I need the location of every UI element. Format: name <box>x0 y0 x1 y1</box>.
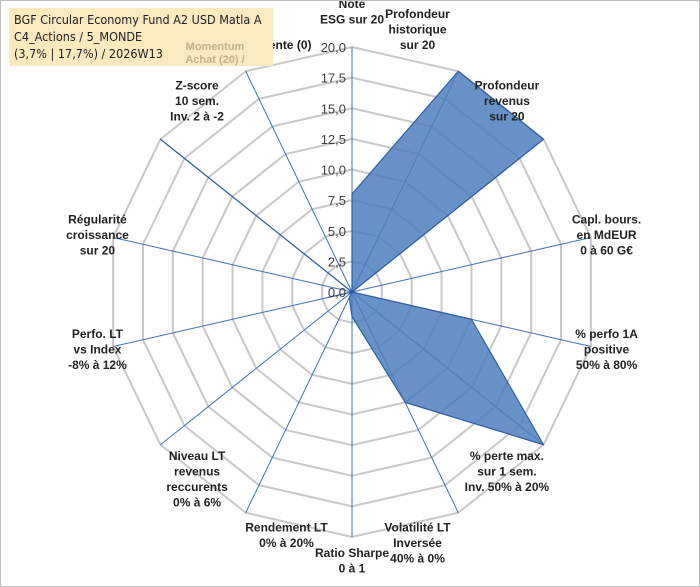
axis-label-12-line-1: 10 sem. <box>175 94 219 108</box>
tick-label-2: 5,0 <box>328 224 346 239</box>
momentum-line-2: Achat (20) / <box>185 54 245 66</box>
axis-label-0-line-1: ESG sur 20 <box>320 13 384 27</box>
axis-label-10: Perfo. LT vs Index -8% à 12% <box>68 327 127 372</box>
axis-label-9-line-1: revenus <box>174 465 220 479</box>
axis-label-11-line-1: croissance <box>66 228 129 242</box>
axis-label-5: % perte max. sur 1 sem. Inv. 50% à 20% <box>465 449 550 494</box>
axis-label-3-line-2: 0 à 60 G€ <box>580 244 633 258</box>
axis-label-12-line-0: Z-score <box>175 78 219 92</box>
axis-label-4-line-0: % perfo 1A <box>575 327 638 341</box>
axis-label-11: Régularité croissance sur 20 <box>66 213 129 258</box>
axis-label-6-line-2: 40% à 0% <box>390 552 445 566</box>
axis-label-5-line-0: % perte max. <box>470 449 544 463</box>
tick-label-1: 2,5 <box>328 254 346 269</box>
axis-label-13-line-0: Vente (0) <box>261 38 311 52</box>
axis-label-1: Profondeur historique sur 20 <box>385 7 450 52</box>
axis-label-6-line-1: Inversée <box>393 536 442 550</box>
axis-label-13: Vente (0) <box>261 38 311 52</box>
axis-label-4: % perfo 1A positive 50% à 80% <box>575 327 638 372</box>
momentum-line-1: Momentum <box>185 41 245 53</box>
axis-label-12: Z-score 10 sem. Inv. 2 à -2 <box>170 78 224 123</box>
axis-label-3: Capl. bours. en MdEUR 0 à 60 G€ <box>572 213 641 258</box>
axis-spoke-11 <box>113 236 353 293</box>
axis-label-7: Ratio Sharpe 0 à 1 <box>315 546 389 576</box>
axis-label-9-line-3: 0% à 6% <box>173 496 221 510</box>
axis-label-11-line-2: sur 20 <box>80 244 116 258</box>
axis-label-9-line-0: Niveau LT <box>169 449 226 463</box>
axis-label-8-line-0: Rendement LT <box>245 521 328 535</box>
axis-label-9: Niveau LT revenus reccurents 0% à 6% <box>166 449 228 510</box>
tick-label-8: 20,0 <box>321 40 346 55</box>
axis-label-2-line-2: sur 20 <box>489 109 525 123</box>
fund-performance-week: (3,7% | 17,7%) / 2026W13 <box>14 46 163 61</box>
tick-label-6: 15,0 <box>321 101 346 116</box>
chart-title-box: BGF Circular Economy Fund A2 USD Matla A… <box>9 8 273 66</box>
axis-spoke-9 <box>160 291 353 446</box>
tick-label-5: 12,5 <box>321 132 346 147</box>
axis-label-4-line-1: positive <box>584 342 630 356</box>
axis-label-6: Volatilité LT Inversée 40% à 0% <box>384 521 451 566</box>
axis-label-10-line-1: vs Index <box>73 342 121 356</box>
axis-spoke-3 <box>351 236 591 293</box>
axis-spoke-8 <box>245 291 353 513</box>
axis-label-2-line-0: Profondeur <box>475 78 540 92</box>
axis-label-7-line-1: 0 à 1 <box>339 562 366 576</box>
axis-label-0: Note ESG sur 20 <box>320 1 384 27</box>
axis-label-4-line-2: 50% à 80% <box>576 358 638 372</box>
axis-label-5-line-2: Inv. 50% à 20% <box>465 480 550 494</box>
axis-label-9-line-2: reccurents <box>166 480 228 494</box>
tick-label-3: 7,5 <box>328 193 346 208</box>
axis-label-11-line-0: Régularité <box>68 213 127 227</box>
axis-label-7-line-0: Ratio Sharpe <box>315 546 389 560</box>
axis-label-8: Rendement LT 0% à 20% <box>245 521 328 551</box>
axis-label-3-line-1: en MdEUR <box>577 228 637 242</box>
axis-label-12-line-2: Inv. 2 à -2 <box>170 109 224 123</box>
axis-label-3-line-0: Capl. bours. <box>572 213 641 227</box>
axis-label-6-line-0: Volatilité LT <box>384 521 451 535</box>
axis-label-10-line-0: Perfo. LT <box>72 327 124 341</box>
radar-tick-labels: 0,0 2,5 5,0 7,5 10,0 12,5 15,0 17,5 20,0 <box>321 40 346 300</box>
axis-label-1-line-1: historique <box>389 22 447 36</box>
series-area <box>159 70 545 446</box>
axis-label-5-line-1: sur 1 sem. <box>477 465 536 479</box>
axis-label-1-line-2: sur 20 <box>400 38 436 52</box>
axis-label-10-line-2: -8% à 12% <box>68 358 127 372</box>
tick-label-0: 0,0 <box>328 285 346 300</box>
momentum-label: Momentum Achat (20) / <box>167 41 263 67</box>
axis-label-1-line-0: Profondeur <box>385 7 450 21</box>
tick-label-7: 17,5 <box>321 71 346 86</box>
radar-axis-labels: Note ESG sur 20 Profondeur historique sur 20… <box>66 1 641 576</box>
fund-name: BGF Circular Economy Fund A2 USD Matla A <box>14 12 262 27</box>
axis-spoke-13 <box>245 71 353 293</box>
axis-label-0-line-0: Note <box>339 1 366 11</box>
axis-spoke-10 <box>113 291 353 348</box>
axis-label-2-line-1: revenus <box>484 94 530 108</box>
fund-category: C4_Actions / 5_MONDE <box>14 29 143 44</box>
tick-label-4: 10,0 <box>321 163 346 178</box>
radar-series <box>159 70 545 446</box>
axis-label-8-line-1: 0% à 20% <box>259 536 314 550</box>
axis-label-2: Profondeur revenus sur 20 <box>475 78 540 123</box>
